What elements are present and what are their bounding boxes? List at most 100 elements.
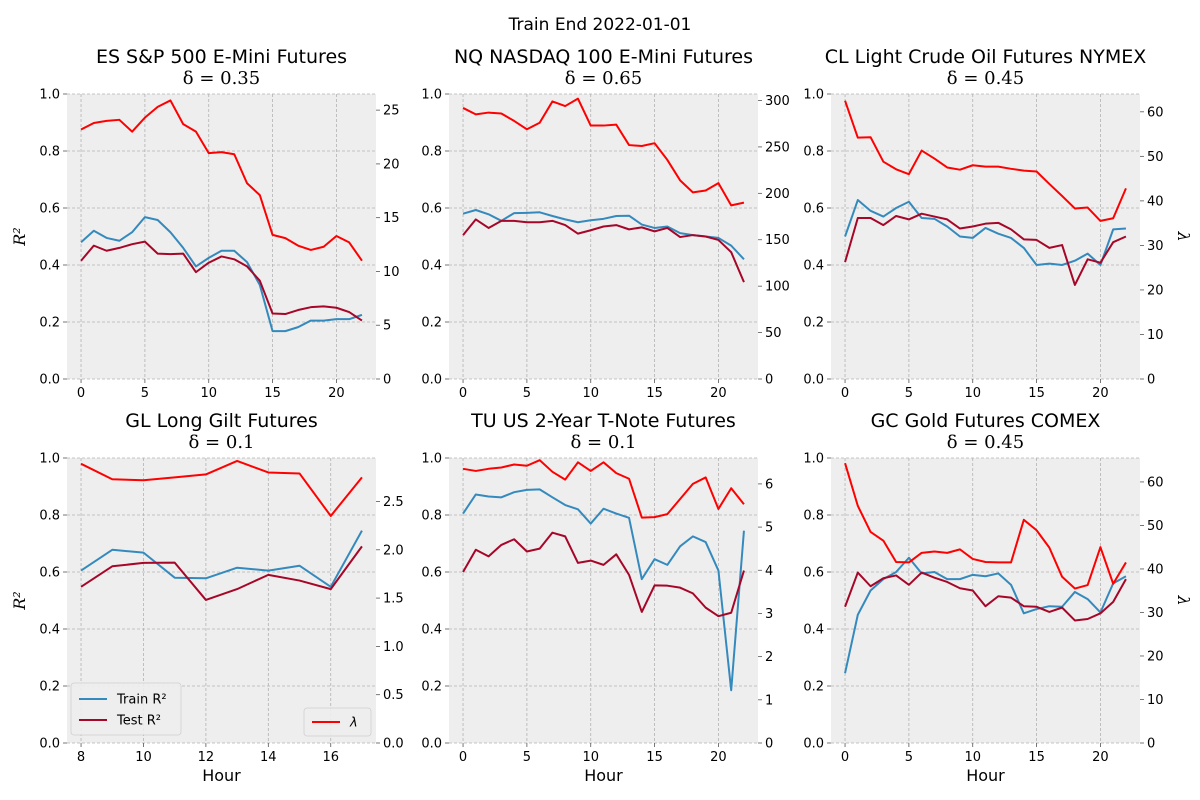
y2-tick-label: 20 — [1147, 283, 1164, 298]
series-line-train — [844, 199, 1127, 266]
series-line-lambda — [462, 97, 745, 207]
x-tick-label: 20 — [1092, 386, 1109, 401]
subplot-title: TU US 2-Year T-Note Futures — [470, 410, 736, 432]
legend-layer: Train R² Test R² λ — [70, 682, 372, 737]
series-line-test — [80, 545, 363, 601]
y-tick-label: 0.0 — [421, 373, 442, 388]
y2-tick-label: 30 — [1147, 606, 1164, 621]
subplot-title: GC Gold Futures COMEX — [871, 410, 1101, 432]
subplot-subtitle: δ = 0.65 — [565, 68, 642, 89]
y-tick-label: 0.2 — [421, 316, 442, 331]
y2-tick-label: 0 — [1147, 373, 1155, 388]
x-tick-label: 10 — [582, 386, 599, 401]
x-tick-label: 15 — [1028, 750, 1045, 765]
y-tick-label: 1.0 — [421, 452, 442, 467]
x-tick-label: 10 — [964, 386, 981, 401]
subplot-2: 0 5 10 15 20 0.0 0.2 0.4 0.6 0.8 1.0 0 50 100 150 200 25… — [421, 46, 790, 401]
y2-tick-label: 50 — [765, 326, 782, 341]
y-tick-label: 0.0 — [803, 373, 824, 388]
y-tick-label: 0.0 — [421, 737, 442, 752]
y2-tick-label: 25 — [383, 104, 400, 119]
y2-tick-label: 150 — [765, 233, 790, 248]
subplot-1: 0 5 10 15 20 0.0 0.2 0.4 0.6 0.8 1.0 0 5 10 15 20 25 ES S… — [10, 46, 400, 401]
y-tick-label: 0.6 — [803, 202, 824, 217]
y-tick-label: 0.0 — [803, 737, 824, 752]
subplot-5: 0 5 10 15 20 0.0 0.2 0.4 0.6 0.8 1.0 0 1 2 3 4 5 6 TU US 2… — [421, 410, 773, 785]
y2-tick-label: 4 — [765, 564, 773, 579]
y2-tick-label: 100 — [765, 280, 790, 295]
x-tick-label: 20 — [1092, 750, 1109, 765]
y-axis-label: R² — [10, 227, 29, 246]
y-tick-label: 0.4 — [39, 623, 60, 638]
y-tick-label: 0.4 — [803, 259, 824, 274]
y-tick-label: 0.2 — [803, 680, 824, 695]
subplot-title: GL Long Gilt Futures — [125, 410, 318, 432]
y-tick-label: 0.0 — [39, 737, 60, 752]
x-tick-label: 0 — [459, 750, 467, 765]
y2-tick-label: 250 — [765, 140, 790, 155]
x-tick-label: 15 — [264, 386, 281, 401]
x-tick-label: 0 — [77, 386, 85, 401]
x-tick-label: 8 — [77, 750, 85, 765]
x-tick-label: 15 — [1028, 386, 1045, 401]
subplot-title: NQ NASDAQ 100 E-Mini Futures — [454, 46, 753, 68]
series-line-test — [462, 218, 745, 283]
plot-area — [449, 458, 758, 743]
y-tick-label: 0.2 — [39, 680, 60, 695]
figure-suptitle: Train End 2022-01-01 — [508, 15, 692, 35]
subplot-6: 0 5 10 15 20 0.0 0.2 0.4 0.6 0.8 1.0 0 10 20 30 40 50 60 G… — [803, 410, 1193, 785]
y2-tick-label: 200 — [765, 187, 790, 202]
x-axis-label: Hour — [584, 766, 623, 785]
y2-tick-label: 2.5 — [383, 495, 404, 510]
legend-label: λ — [349, 716, 358, 731]
series-line-lambda — [80, 459, 363, 517]
x-axis-label: Hour — [202, 766, 241, 785]
y2-tick-label: 60 — [1147, 105, 1164, 120]
y-tick-label: 0.4 — [421, 623, 442, 638]
legend-left: Train R² Test R² — [70, 682, 182, 736]
y2-tick-label: 60 — [1147, 475, 1164, 490]
y2-tick-label: 6 — [765, 477, 773, 492]
subplot-subtitle: δ = 0.1 — [189, 432, 255, 453]
x-tick-label: 10 — [582, 750, 599, 765]
y-tick-label: 0.6 — [421, 202, 442, 217]
y2-tick-label: 50 — [1147, 519, 1164, 534]
y-tick-label: 0.8 — [803, 145, 824, 160]
series-line-train — [80, 216, 363, 333]
y-tick-label: 0.2 — [421, 680, 442, 695]
series-line-test — [462, 531, 745, 618]
y2-tick-label: 300 — [765, 94, 790, 109]
y2-tick-label: 15 — [383, 211, 400, 226]
y-tick-label: 0.4 — [421, 259, 442, 274]
y2-tick-label: 1.0 — [383, 640, 404, 655]
y2-tick-label: 0 — [765, 737, 773, 752]
y-tick-label: 1.0 — [803, 452, 824, 467]
y2-tick-label: 1.5 — [383, 592, 404, 607]
subplot-title: ES S&P 500 E-Mini Futures — [96, 46, 347, 68]
x-tick-label: 0 — [841, 750, 849, 765]
y-tick-label: 0.4 — [803, 623, 824, 638]
y-tick-label: 0.6 — [39, 566, 60, 581]
series-line-lambda — [844, 100, 1127, 222]
y2-tick-label: 50 — [1147, 150, 1164, 165]
y-tick-label: 0.8 — [421, 145, 442, 160]
plot-area — [831, 94, 1140, 379]
subplot-3: 0 5 10 15 20 0.0 0.2 0.4 0.6 0.8 1.0 0 10 20 30 40 50 60 C… — [803, 46, 1193, 401]
y2-tick-label: 40 — [1147, 562, 1164, 577]
series-line-train — [844, 556, 1127, 674]
x-tick-label: 20 — [328, 386, 345, 401]
y2-tick-label: 2 — [765, 650, 773, 665]
x-tick-label: 14 — [260, 750, 277, 765]
series-line-train — [462, 488, 745, 692]
series-line-test — [844, 571, 1127, 622]
y-tick-label: 0.6 — [39, 202, 60, 217]
y-tick-label: 0.0 — [39, 373, 60, 388]
y2-tick-label: 0.0 — [383, 737, 404, 752]
subplot-subtitle: δ = 0.1 — [571, 432, 637, 453]
y2-tick-label: 10 — [1147, 328, 1164, 343]
plot-area — [831, 458, 1140, 743]
y2-tick-label: 3 — [765, 607, 773, 622]
subplot-title: CL Light Crude Oil Futures NYMEX — [825, 46, 1147, 68]
